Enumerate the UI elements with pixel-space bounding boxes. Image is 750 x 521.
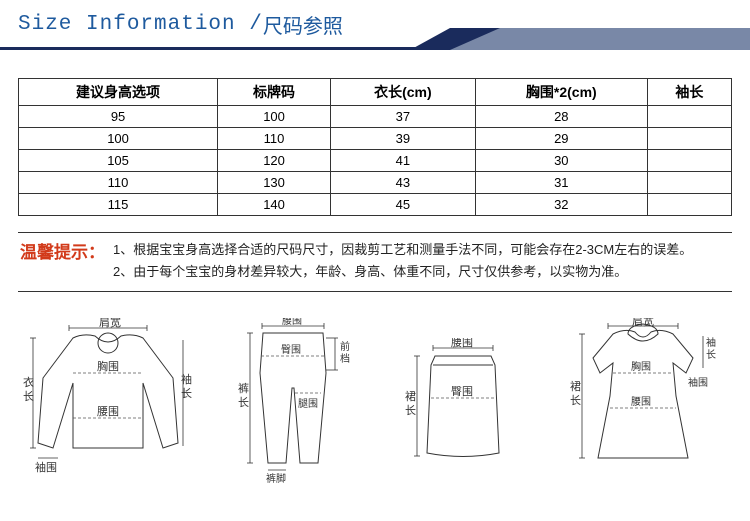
col-4: 袖长 (647, 79, 731, 106)
table-row: 1101304331 (19, 172, 732, 194)
col-2: 衣长(cm) (330, 79, 475, 106)
diagram-shirt: 肩宽 胸围 腰围 衣 长 袖 长 袖围 (23, 318, 193, 483)
lbl-hip: 臀围 (281, 344, 301, 356)
table-header-row: 建议身高选项 标牌码 衣长(cm) 胸围*2(cm) 袖长 (19, 79, 732, 106)
lbl-dsleeve-b: 长 (706, 349, 716, 361)
table-row: 1001103929 (19, 128, 732, 150)
lbl-dchest: 胸围 (631, 360, 651, 373)
header-title-cn: 尺码参照 (263, 10, 343, 39)
lbl-thigh: 腿围 (298, 398, 318, 410)
tip-line-2: 2、由于每个宝宝的身材差异较大，年龄、身高、体重不同，尺寸仅供参考，以实物为准。 (113, 261, 692, 283)
diagram-skirt: 腰围 臀围 裙 长 (393, 338, 533, 483)
tips-body: 1、根据宝宝身高选择合适的尺码尺寸，因裁剪工艺和测量手法不同，可能会存在2-3C… (113, 239, 692, 283)
table-row: 951003728 (19, 106, 732, 128)
lbl-sleeve-b: 长 (181, 387, 192, 400)
tips-label: 温馨提示： (20, 239, 105, 266)
col-0: 建议身高选项 (19, 79, 218, 106)
lbl-plen-b: 长 (238, 396, 249, 409)
size-table-wrap: 建议身高选项 标牌码 衣长(cm) 胸围*2(cm) 袖长 951003728 … (0, 50, 750, 226)
diagram-pants: 腰围 臀围 前 档 腿围 裤 长 裤脚 (218, 318, 368, 483)
header-bar: Size Information / 尺码参照 (0, 0, 750, 50)
header-decor (410, 28, 750, 50)
lbl-slen-a: 裙 (405, 390, 416, 403)
table-row: 1051204130 (19, 150, 732, 172)
lbl-shoulder: 肩宽 (99, 318, 121, 329)
lbl-dwaist: 腰围 (631, 396, 651, 408)
lbl-ship: 臀围 (451, 385, 473, 398)
lbl-dshoulder: 肩宽 (632, 318, 654, 328)
lbl-length-b: 长 (23, 390, 34, 403)
col-3: 胸围*2(cm) (475, 79, 647, 106)
header-title-en: Size Information / (18, 13, 263, 36)
lbl-sleeve-a: 袖 (181, 372, 192, 386)
tips-box: 温馨提示： 1、根据宝宝身高选择合适的尺码尺寸，因裁剪工艺和测量手法不同，可能会… (18, 232, 732, 292)
lbl-hem: 裤脚 (266, 472, 286, 483)
lbl-pwaist: 腰围 (282, 318, 302, 327)
lbl-dcuff: 袖围 (688, 376, 708, 389)
tip-line-1: 1、根据宝宝身高选择合适的尺码尺寸，因裁剪工艺和测量手法不同，可能会存在2-3C… (113, 239, 692, 261)
size-table: 建议身高选项 标牌码 衣长(cm) 胸围*2(cm) 袖长 951003728 … (18, 78, 732, 216)
lbl-plen-a: 裤 (238, 381, 249, 395)
lbl-cuff: 袖围 (35, 460, 57, 474)
lbl-dsleeve-a: 袖 (706, 336, 716, 349)
lbl-length-a: 衣 (23, 375, 34, 389)
lbl-swaist: 腰围 (451, 338, 473, 349)
lbl-dlen-a: 裙 (570, 380, 581, 393)
diagram-row: 肩宽 胸围 腰围 衣 长 袖 长 袖围 (0, 292, 750, 493)
diagram-dress: 肩宽 胸围 腰围 裙 长 袖 长 袖围 (558, 318, 728, 483)
lbl-dlen-b: 长 (570, 394, 581, 407)
lbl-chest: 胸围 (97, 359, 119, 373)
table-row: 1151404532 (19, 194, 732, 216)
lbl-slen-b: 长 (405, 404, 416, 417)
col-1: 标牌码 (218, 79, 331, 106)
lbl-waist: 腰围 (97, 405, 119, 418)
lbl-rise-b: 档 (340, 352, 350, 365)
lbl-rise-a: 前 (340, 340, 350, 353)
